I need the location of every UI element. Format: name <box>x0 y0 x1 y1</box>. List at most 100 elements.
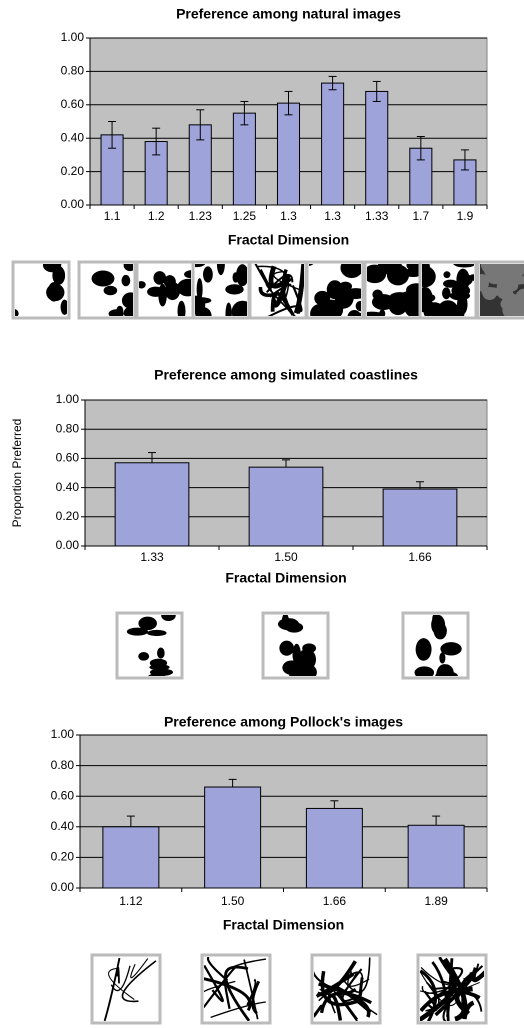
blob <box>521 306 524 316</box>
chart-title: Preference among natural images <box>176 6 401 22</box>
thumbnail-art <box>195 264 247 316</box>
error-bar <box>284 90 293 116</box>
bar <box>248 466 324 547</box>
blob <box>158 283 167 307</box>
y-tick-label: 1.00 <box>61 30 85 44</box>
blob <box>372 289 383 300</box>
blob <box>480 273 489 292</box>
x-tick-label: 1.7 <box>412 209 429 223</box>
y-tick-label: 0.00 <box>61 197 85 211</box>
bar <box>204 786 262 889</box>
blob <box>344 288 361 299</box>
x-tick-label: 1.89 <box>424 894 448 908</box>
stroke <box>243 959 259 1020</box>
blob <box>340 264 361 279</box>
thumbnail <box>135 260 195 320</box>
x-tick-label: 1.33 <box>365 209 389 223</box>
error-bar <box>432 815 441 826</box>
stroke <box>318 982 371 1018</box>
blob <box>439 652 446 664</box>
stroke <box>265 282 296 316</box>
thumbnail <box>90 953 162 1025</box>
y-tick-label: 0.80 <box>61 64 85 78</box>
blob <box>196 278 203 301</box>
thumbnail-art <box>139 270 191 316</box>
blob <box>415 638 432 661</box>
thumbnail-art <box>414 615 462 676</box>
blob <box>436 664 453 676</box>
blob <box>403 268 419 278</box>
error-bar <box>126 815 135 827</box>
thumbnail-art <box>277 615 317 676</box>
stroke <box>206 957 229 982</box>
blob <box>195 264 206 268</box>
stroke <box>293 264 304 315</box>
blob <box>139 281 146 289</box>
stroke <box>423 990 438 1011</box>
blob <box>285 622 304 633</box>
bar <box>321 82 345 206</box>
y-tick-label: 0.20 <box>61 164 85 178</box>
thumbnail-art <box>103 957 157 1021</box>
y-tick-label: 0.60 <box>56 451 80 465</box>
x-axis-label: Fractal Dimension <box>225 570 346 586</box>
thumbnail <box>363 260 423 320</box>
x-axis-label: Fractal Dimension <box>228 232 349 248</box>
blob <box>126 627 148 636</box>
thumbnail-art <box>480 264 524 316</box>
thumbnail <box>191 260 251 320</box>
x-axis-label: Fractal Dimension <box>223 917 344 933</box>
y-tick-label: 0.40 <box>56 480 80 494</box>
stroke <box>319 991 372 1014</box>
thumbnail <box>476 260 524 320</box>
error-bar <box>416 136 425 161</box>
thumbnail-art <box>15 264 67 316</box>
bar <box>365 90 389 206</box>
bar <box>305 807 363 889</box>
blob <box>279 640 294 656</box>
blob <box>427 294 436 302</box>
x-tick-label: 1.3 <box>324 209 341 223</box>
thumbnail-art <box>309 264 361 316</box>
stroke <box>462 1000 475 1020</box>
error-bar <box>328 75 337 91</box>
stroke <box>454 986 473 1016</box>
error-bar <box>108 121 117 149</box>
x-tick-label: 1.25 <box>233 209 257 223</box>
blob <box>406 283 419 297</box>
blob <box>297 648 317 671</box>
blob <box>225 284 244 295</box>
bar <box>276 102 301 206</box>
blob <box>163 275 176 289</box>
x-tick-label: 1.66 <box>408 550 432 564</box>
stroke <box>257 265 289 303</box>
blob <box>452 281 460 291</box>
bar <box>232 112 256 206</box>
thumbnail <box>248 260 308 320</box>
blob <box>121 274 131 287</box>
blob <box>15 308 19 316</box>
thumbnail <box>200 953 272 1025</box>
blob <box>354 312 361 316</box>
stroke <box>271 274 291 308</box>
stroke <box>246 978 257 1006</box>
stroke <box>314 1004 323 1018</box>
bar <box>382 488 458 547</box>
thumbnail <box>416 953 488 1025</box>
y-tick-label: 1.00 <box>51 727 75 741</box>
blob <box>203 266 213 283</box>
blob <box>309 264 314 267</box>
y-tick-label: 0.80 <box>51 758 75 772</box>
blob <box>453 264 474 268</box>
stroke <box>130 958 149 979</box>
y-tick-label: 1.00 <box>56 392 80 406</box>
x-tick-label: 1.12 <box>119 894 143 908</box>
stroke <box>108 967 135 1000</box>
x-tick-label: 1.2 <box>148 209 165 223</box>
stroke <box>204 980 236 993</box>
blob <box>184 270 191 279</box>
blob <box>367 311 384 316</box>
blob <box>355 300 361 312</box>
blob <box>457 293 468 315</box>
y-axis-label: Proportion Preferred <box>10 419 24 528</box>
